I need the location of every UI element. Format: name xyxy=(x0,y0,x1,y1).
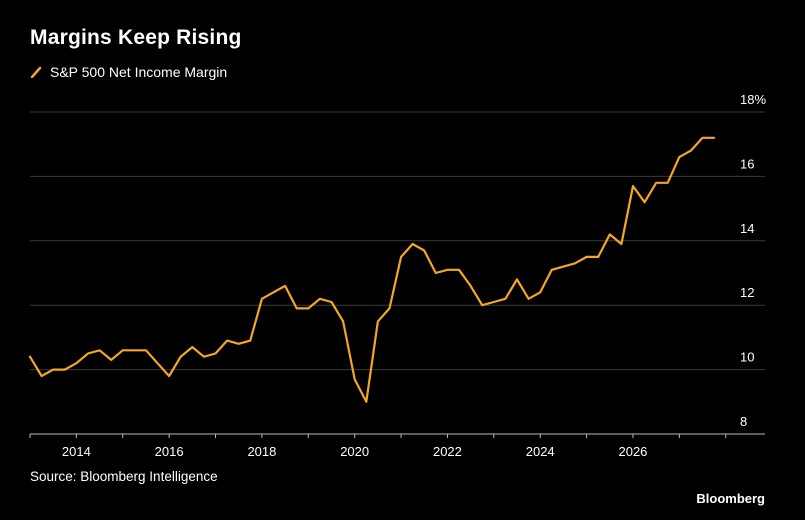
x-tick-label-2022: 2022 xyxy=(433,444,462,459)
y-tick-label-12: 12 xyxy=(740,285,754,300)
x-tick-label-2018: 2018 xyxy=(247,444,276,459)
x-tick-label-2014: 2014 xyxy=(62,444,91,459)
y-tick-label-10: 10 xyxy=(740,350,754,365)
legend-label: S&P 500 Net Income Margin xyxy=(50,64,228,80)
legend: S&P 500 Net Income Margin xyxy=(30,64,227,80)
x-tick-label-2026: 2026 xyxy=(618,444,647,459)
y-tick-label-8: 8 xyxy=(740,414,747,429)
x-tick-label-2020: 2020 xyxy=(340,444,369,459)
x-tick-label-2024: 2024 xyxy=(526,444,555,459)
source-note: Source: Bloomberg Intelligence xyxy=(30,469,218,484)
x-tick-label-2016: 2016 xyxy=(155,444,184,459)
series-line-0 xyxy=(28,136,716,403)
y-tick-label-18: 18% xyxy=(740,92,766,107)
brand-logo: Bloomberg xyxy=(696,491,765,506)
y-tick-label-16: 16 xyxy=(740,156,754,171)
chart-title: Margins Keep Rising xyxy=(30,26,242,49)
y-tick-label-14: 14 xyxy=(740,221,754,236)
legend-swatch-icon xyxy=(30,66,42,78)
